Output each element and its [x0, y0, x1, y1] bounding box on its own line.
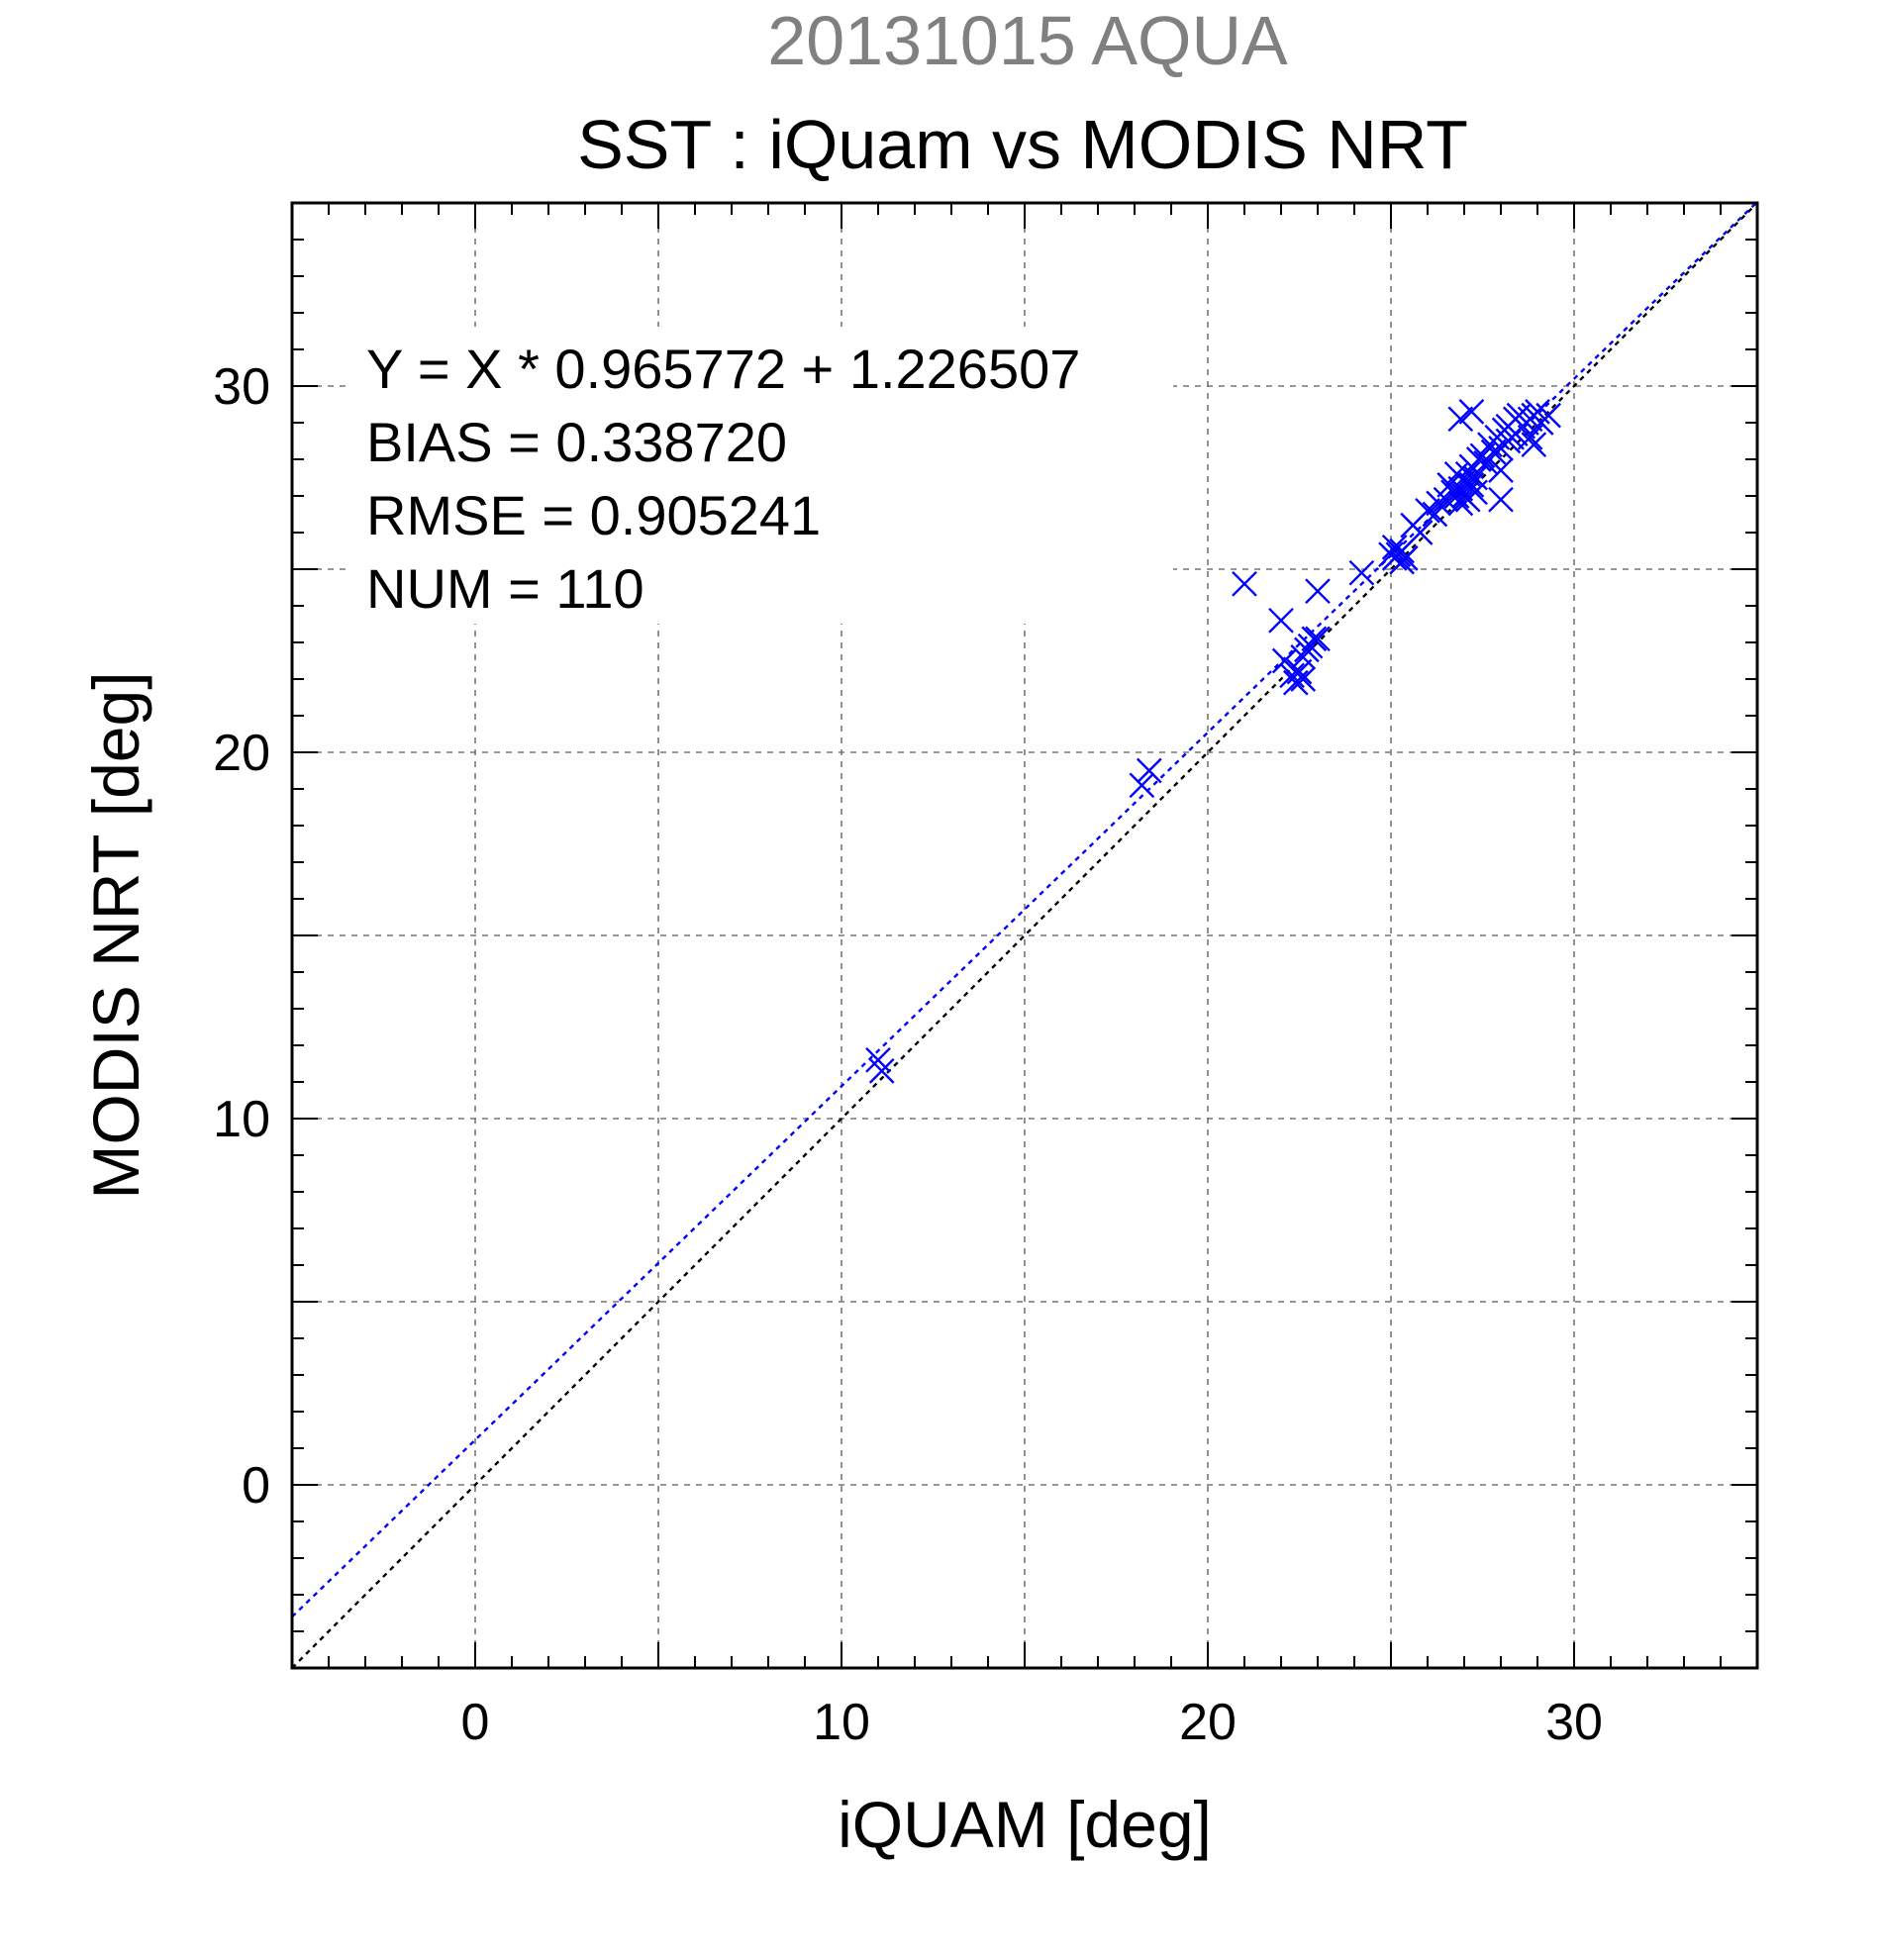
data-point	[1305, 626, 1331, 652]
data-point	[1290, 666, 1317, 692]
stats-background	[351, 327, 1173, 624]
data-point	[1521, 432, 1547, 458]
x-tick-label: 0	[461, 1694, 490, 1751]
data-point-stroke	[1458, 472, 1485, 498]
data-point	[1415, 497, 1440, 524]
y-tick-label: 10	[213, 1091, 270, 1148]
stats-num: NUM = 110	[366, 557, 644, 620]
y-tick-label: 30	[213, 358, 270, 416]
data-point	[1480, 439, 1507, 465]
data-point	[1407, 520, 1434, 545]
stats-rmse: RMSE = 0.905241	[366, 484, 821, 546]
x-axis-label: iQUAM [deg]	[838, 1788, 1212, 1861]
stats-bias: BIAS = 0.338720	[366, 411, 787, 473]
chart-title: SST : iQuam vs MODIS NRT	[577, 106, 1468, 183]
data-point	[1458, 399, 1485, 425]
data-point-stroke	[1136, 757, 1162, 784]
data-point	[1488, 486, 1514, 513]
data-point	[1301, 626, 1328, 652]
data-point-stroke	[1129, 772, 1155, 799]
data-point-stroke	[1392, 545, 1419, 571]
data-point-stroke	[1488, 486, 1514, 513]
data-point	[1462, 479, 1488, 506]
stats-equation: Y = X * 0.965772 + 1.226507	[366, 338, 1080, 400]
plot-frame	[290, 201, 1759, 1670]
data-point-stroke	[1305, 626, 1331, 652]
x-tick-label: 10	[813, 1694, 870, 1751]
data-point-stroke	[1290, 643, 1317, 670]
data-point-stroke	[1426, 490, 1451, 517]
x-tick-label: 30	[1545, 1694, 1603, 1751]
y-tick-label: 20	[213, 725, 270, 782]
data-point-stroke	[1454, 460, 1481, 487]
tick-labels: 0 10 20 30 0 10 20 30	[213, 358, 1603, 1751]
chart-super-title: 20131015 AQUA	[767, 2, 1288, 79]
y-tick-label: 0	[242, 1457, 270, 1515]
data-point-stroke	[1232, 570, 1257, 597]
data-point-stroke	[1290, 666, 1317, 692]
data-point-stroke	[1271, 647, 1298, 674]
data-point	[1136, 757, 1162, 784]
data-point-stroke	[868, 1058, 895, 1084]
data-point-stroke	[1305, 578, 1331, 605]
data-point-stroke	[1279, 662, 1305, 689]
x-tick-label: 20	[1179, 1694, 1237, 1751]
data-point	[1447, 406, 1474, 433]
data-point-stroke	[1535, 402, 1561, 429]
data-point	[1517, 424, 1543, 450]
data-point	[1232, 570, 1257, 597]
y-axis-label: MODIS NRT [deg]	[79, 671, 152, 1199]
data-point-stroke	[1517, 424, 1543, 450]
data-point	[1290, 643, 1317, 670]
data-point-stroke	[1301, 626, 1328, 652]
data-point	[1458, 472, 1485, 498]
data-point-stroke	[1525, 399, 1550, 425]
data-point-stroke	[1447, 406, 1474, 433]
data-point-stroke	[1462, 479, 1488, 506]
data-point	[1348, 559, 1375, 586]
data-point-stroke	[1480, 439, 1507, 465]
data-point	[1488, 457, 1514, 483]
data-point-stroke	[1488, 457, 1514, 483]
data-point	[1129, 772, 1155, 799]
data-point	[1392, 545, 1419, 571]
data-point	[1426, 490, 1451, 517]
axis-ticks	[291, 202, 1758, 1669]
data-point-stroke	[865, 1046, 891, 1073]
data-point	[1286, 658, 1313, 685]
data-point	[1305, 578, 1331, 605]
data-point-stroke	[1415, 497, 1440, 524]
data-point-stroke	[1436, 472, 1463, 498]
data-points	[865, 399, 1561, 1084]
data-point-stroke	[1268, 607, 1294, 634]
data-point	[868, 1058, 895, 1084]
stats-box: Y = X * 0.965772 + 1.226507 BIAS = 0.338…	[351, 327, 1173, 624]
data-point	[1535, 402, 1561, 429]
data-point-stroke	[1521, 432, 1547, 458]
data-point-stroke	[1286, 658, 1313, 685]
data-point-stroke	[1458, 399, 1485, 425]
data-point	[1268, 607, 1294, 634]
data-point-stroke	[1407, 520, 1434, 545]
data-point-stroke	[1348, 559, 1375, 586]
